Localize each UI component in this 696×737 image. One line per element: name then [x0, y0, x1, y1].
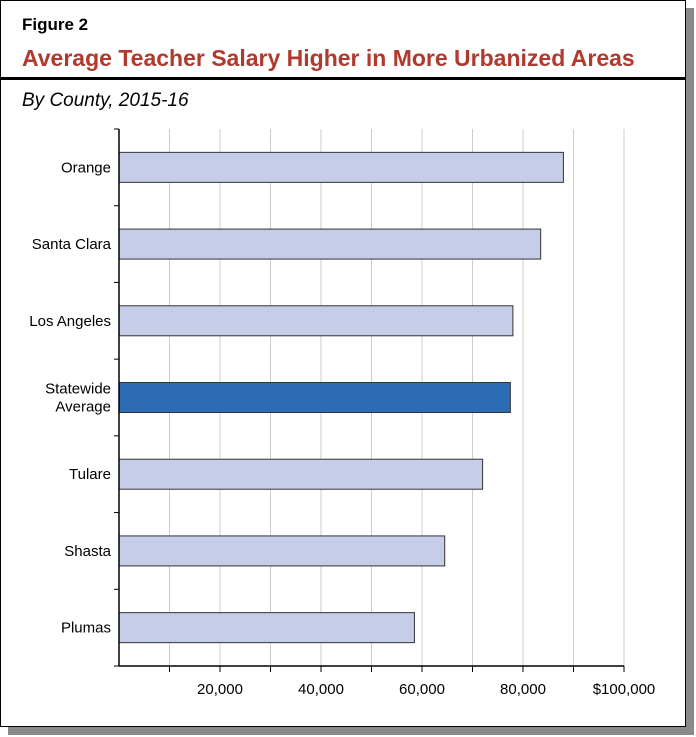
x-tick-label: 60,000: [399, 681, 445, 698]
category-label: Shasta: [64, 543, 111, 560]
category-label: Orange: [61, 159, 111, 176]
x-tick-label: 80,000: [500, 681, 546, 698]
x-tick-label: 40,000: [298, 681, 344, 698]
bar-shasta: [118, 535, 446, 567]
category-label: Los Angeles: [29, 313, 111, 330]
bar-los-angeles: [118, 305, 514, 337]
category-label: Plumas: [61, 620, 111, 637]
figure-subtitle: By County, 2015-16: [22, 90, 189, 111]
bar-plumas: [118, 612, 415, 644]
bar-statewide-average: [118, 382, 511, 413]
title-rule: [1, 77, 685, 80]
bar-chart: Orange Santa Clara Los Angeles StatewideAve…: [29, 128, 656, 698]
category-label: Average: [55, 399, 111, 416]
figure-title: Average Teacher Salary Higher in More Ur…: [22, 45, 635, 71]
x-tick-label: $100,000: [593, 681, 656, 698]
category-label: Statewide: [45, 381, 111, 398]
category-label: Santa Clara: [32, 236, 112, 253]
bar-orange: [118, 151, 564, 183]
x-tick-label: 20,000: [197, 681, 243, 698]
bar-santa-clara: [118, 228, 542, 260]
bar-tulare: [118, 458, 484, 490]
figure-frame: Figure 2 Average Teacher Salary Higher i…: [0, 0, 686, 727]
category-label: Tulare: [69, 466, 111, 483]
figure-label: Figure 2: [22, 15, 89, 34]
